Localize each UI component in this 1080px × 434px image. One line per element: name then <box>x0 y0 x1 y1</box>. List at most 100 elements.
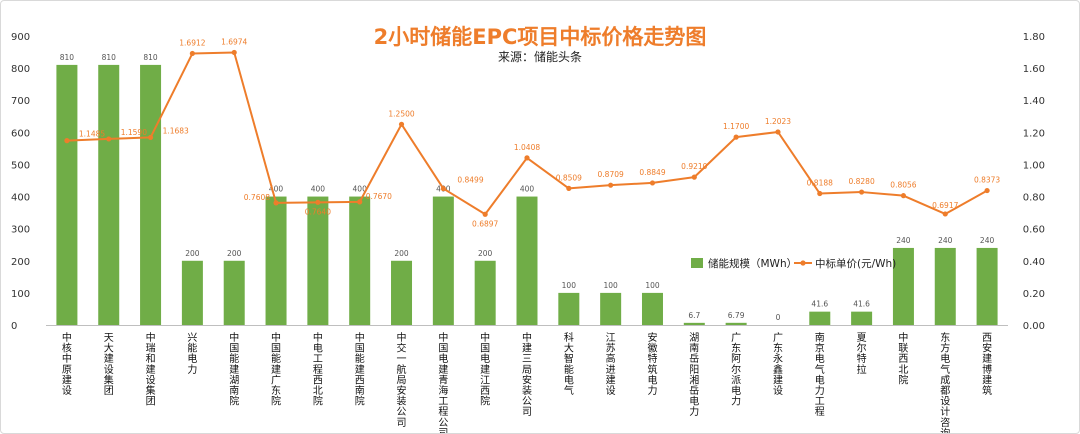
x-category-label: 中建三局安装公司 <box>522 331 532 418</box>
bar <box>641 292 663 325</box>
y-left-tick-label: 200 <box>11 257 30 268</box>
y-right-tick-label: 1.60 <box>1023 64 1045 75</box>
price-value-label: 1.6912 <box>179 38 205 47</box>
x-category-label: 中瑞和建设集团 <box>146 331 156 408</box>
price-point <box>859 189 865 195</box>
chart-title: 2小时储能EPC项目中标价格走势图 <box>373 25 707 49</box>
price-value-label: 1.1683 <box>163 126 189 135</box>
y-left-tick-label: 0 <box>11 321 17 332</box>
y-left-tick-label: 400 <box>11 193 30 204</box>
x-category-label: 广东永鑫建设 <box>773 332 783 397</box>
x-category-label: 安徽特筑电力 <box>647 331 657 397</box>
bar <box>391 260 413 325</box>
chart-subtitle: 来源：储能头条 <box>497 50 582 64</box>
bar <box>851 311 873 325</box>
bar-value-label: 400 <box>353 185 368 194</box>
price-value-label: 1.1485 <box>79 130 105 139</box>
price-value-label: 0.7670 <box>366 192 392 201</box>
y-left-tick-label: 600 <box>11 128 30 139</box>
price-value-label: 0.8280 <box>848 177 874 186</box>
bar-value-label: 100 <box>603 281 618 290</box>
price-point <box>482 211 488 217</box>
bar <box>558 292 580 325</box>
bar-value-label: 200 <box>478 249 493 258</box>
price-point <box>775 129 781 135</box>
x-category-label: 兴能电力 <box>187 332 197 376</box>
y-left-tick-label: 500 <box>11 160 30 171</box>
bar <box>683 322 705 325</box>
y-right-tick-label: 1.00 <box>1023 160 1045 171</box>
bar <box>307 196 329 325</box>
legend-line-label: 中标单价(元/Wh) <box>815 257 896 270</box>
bar <box>725 322 747 325</box>
bar <box>934 247 956 325</box>
bar-value-label: 100 <box>645 281 660 290</box>
bar <box>516 196 538 325</box>
bar <box>181 260 203 325</box>
x-category-label: 中国电建青海工程公司 <box>438 331 448 433</box>
price-value-label: 0.6897 <box>472 219 498 228</box>
y-right-tick-label: 1.80 <box>1023 32 1045 43</box>
price-point <box>357 199 363 205</box>
y-right-tick-label: 0.40 <box>1023 257 1045 268</box>
price-point <box>608 182 614 188</box>
y-right-tick-label: 0.60 <box>1023 225 1045 236</box>
price-point <box>440 185 446 192</box>
bar <box>223 260 245 325</box>
y-left-tick-label: 700 <box>11 96 30 107</box>
x-category-label: 中国电建江西院 <box>480 331 490 408</box>
x-category-label: 中国能建西南院 <box>355 331 365 408</box>
bar <box>98 64 120 326</box>
price-point <box>398 121 405 127</box>
x-category-label: 东方电气成都设计咨询 <box>940 331 950 433</box>
price-point <box>649 180 656 186</box>
x-category-label: 科大智能电气 <box>564 331 574 397</box>
bar-value-label: 100 <box>562 281 577 290</box>
price-value-label: 0.8188 <box>807 179 833 188</box>
legend-line-marker <box>800 260 806 266</box>
price-value-label: 1.1590 <box>121 128 147 137</box>
bar-value-label: 810 <box>143 53 158 62</box>
y-left-tick-label: 800 <box>11 64 30 75</box>
legend-bar-swatch <box>691 258 703 268</box>
y-left-tick-label: 100 <box>11 289 30 300</box>
price-value-label: 0.6917 <box>932 201 958 210</box>
bar-value-label: 240 <box>980 236 995 245</box>
price-point <box>106 136 112 142</box>
x-category-label: 广东阿尔派电力 <box>731 332 741 408</box>
bar <box>56 64 78 326</box>
bar-value-label: 200 <box>227 249 242 258</box>
bar-value-label: 0 <box>776 313 781 322</box>
bar-value-label: 400 <box>520 185 535 194</box>
price-value-label: 0.8709 <box>598 170 624 179</box>
bar <box>432 196 454 325</box>
bar <box>600 292 622 325</box>
price-point <box>147 134 154 141</box>
bar <box>349 196 371 325</box>
bar <box>474 260 496 325</box>
x-category-label: 天大建设集团 <box>104 333 114 397</box>
x-category-label: 湖南岳阳湘岳电力 <box>689 332 699 418</box>
x-category-label: 江苏高进建设 <box>606 332 616 397</box>
y-right-tick-label: 0.20 <box>1023 289 1045 300</box>
y-left-tick-label: 900 <box>11 32 30 43</box>
x-category-label: 西安建博建筑 <box>982 333 992 397</box>
bar <box>265 196 287 325</box>
bar-value-label: 400 <box>311 185 326 194</box>
bar-value-label: 810 <box>102 53 117 62</box>
x-category-label: 中交一航局安装公司 <box>397 331 407 429</box>
price-value-label: 0.8499 <box>457 176 483 185</box>
price-value-label: 0.7608 <box>244 193 270 202</box>
price-point <box>733 134 739 140</box>
bar <box>892 247 914 325</box>
price-point <box>942 211 948 217</box>
bar <box>809 311 831 325</box>
x-category-label: 中电工程西北院 <box>313 331 323 408</box>
price-point <box>189 50 195 57</box>
x-category-label: 夏尔特拉 <box>857 332 867 376</box>
price-value-label: 0.8849 <box>639 168 665 177</box>
price-point <box>231 49 237 56</box>
x-category-label: 中联西北院 <box>898 331 908 386</box>
y-left-tick-label: 300 <box>11 225 30 236</box>
